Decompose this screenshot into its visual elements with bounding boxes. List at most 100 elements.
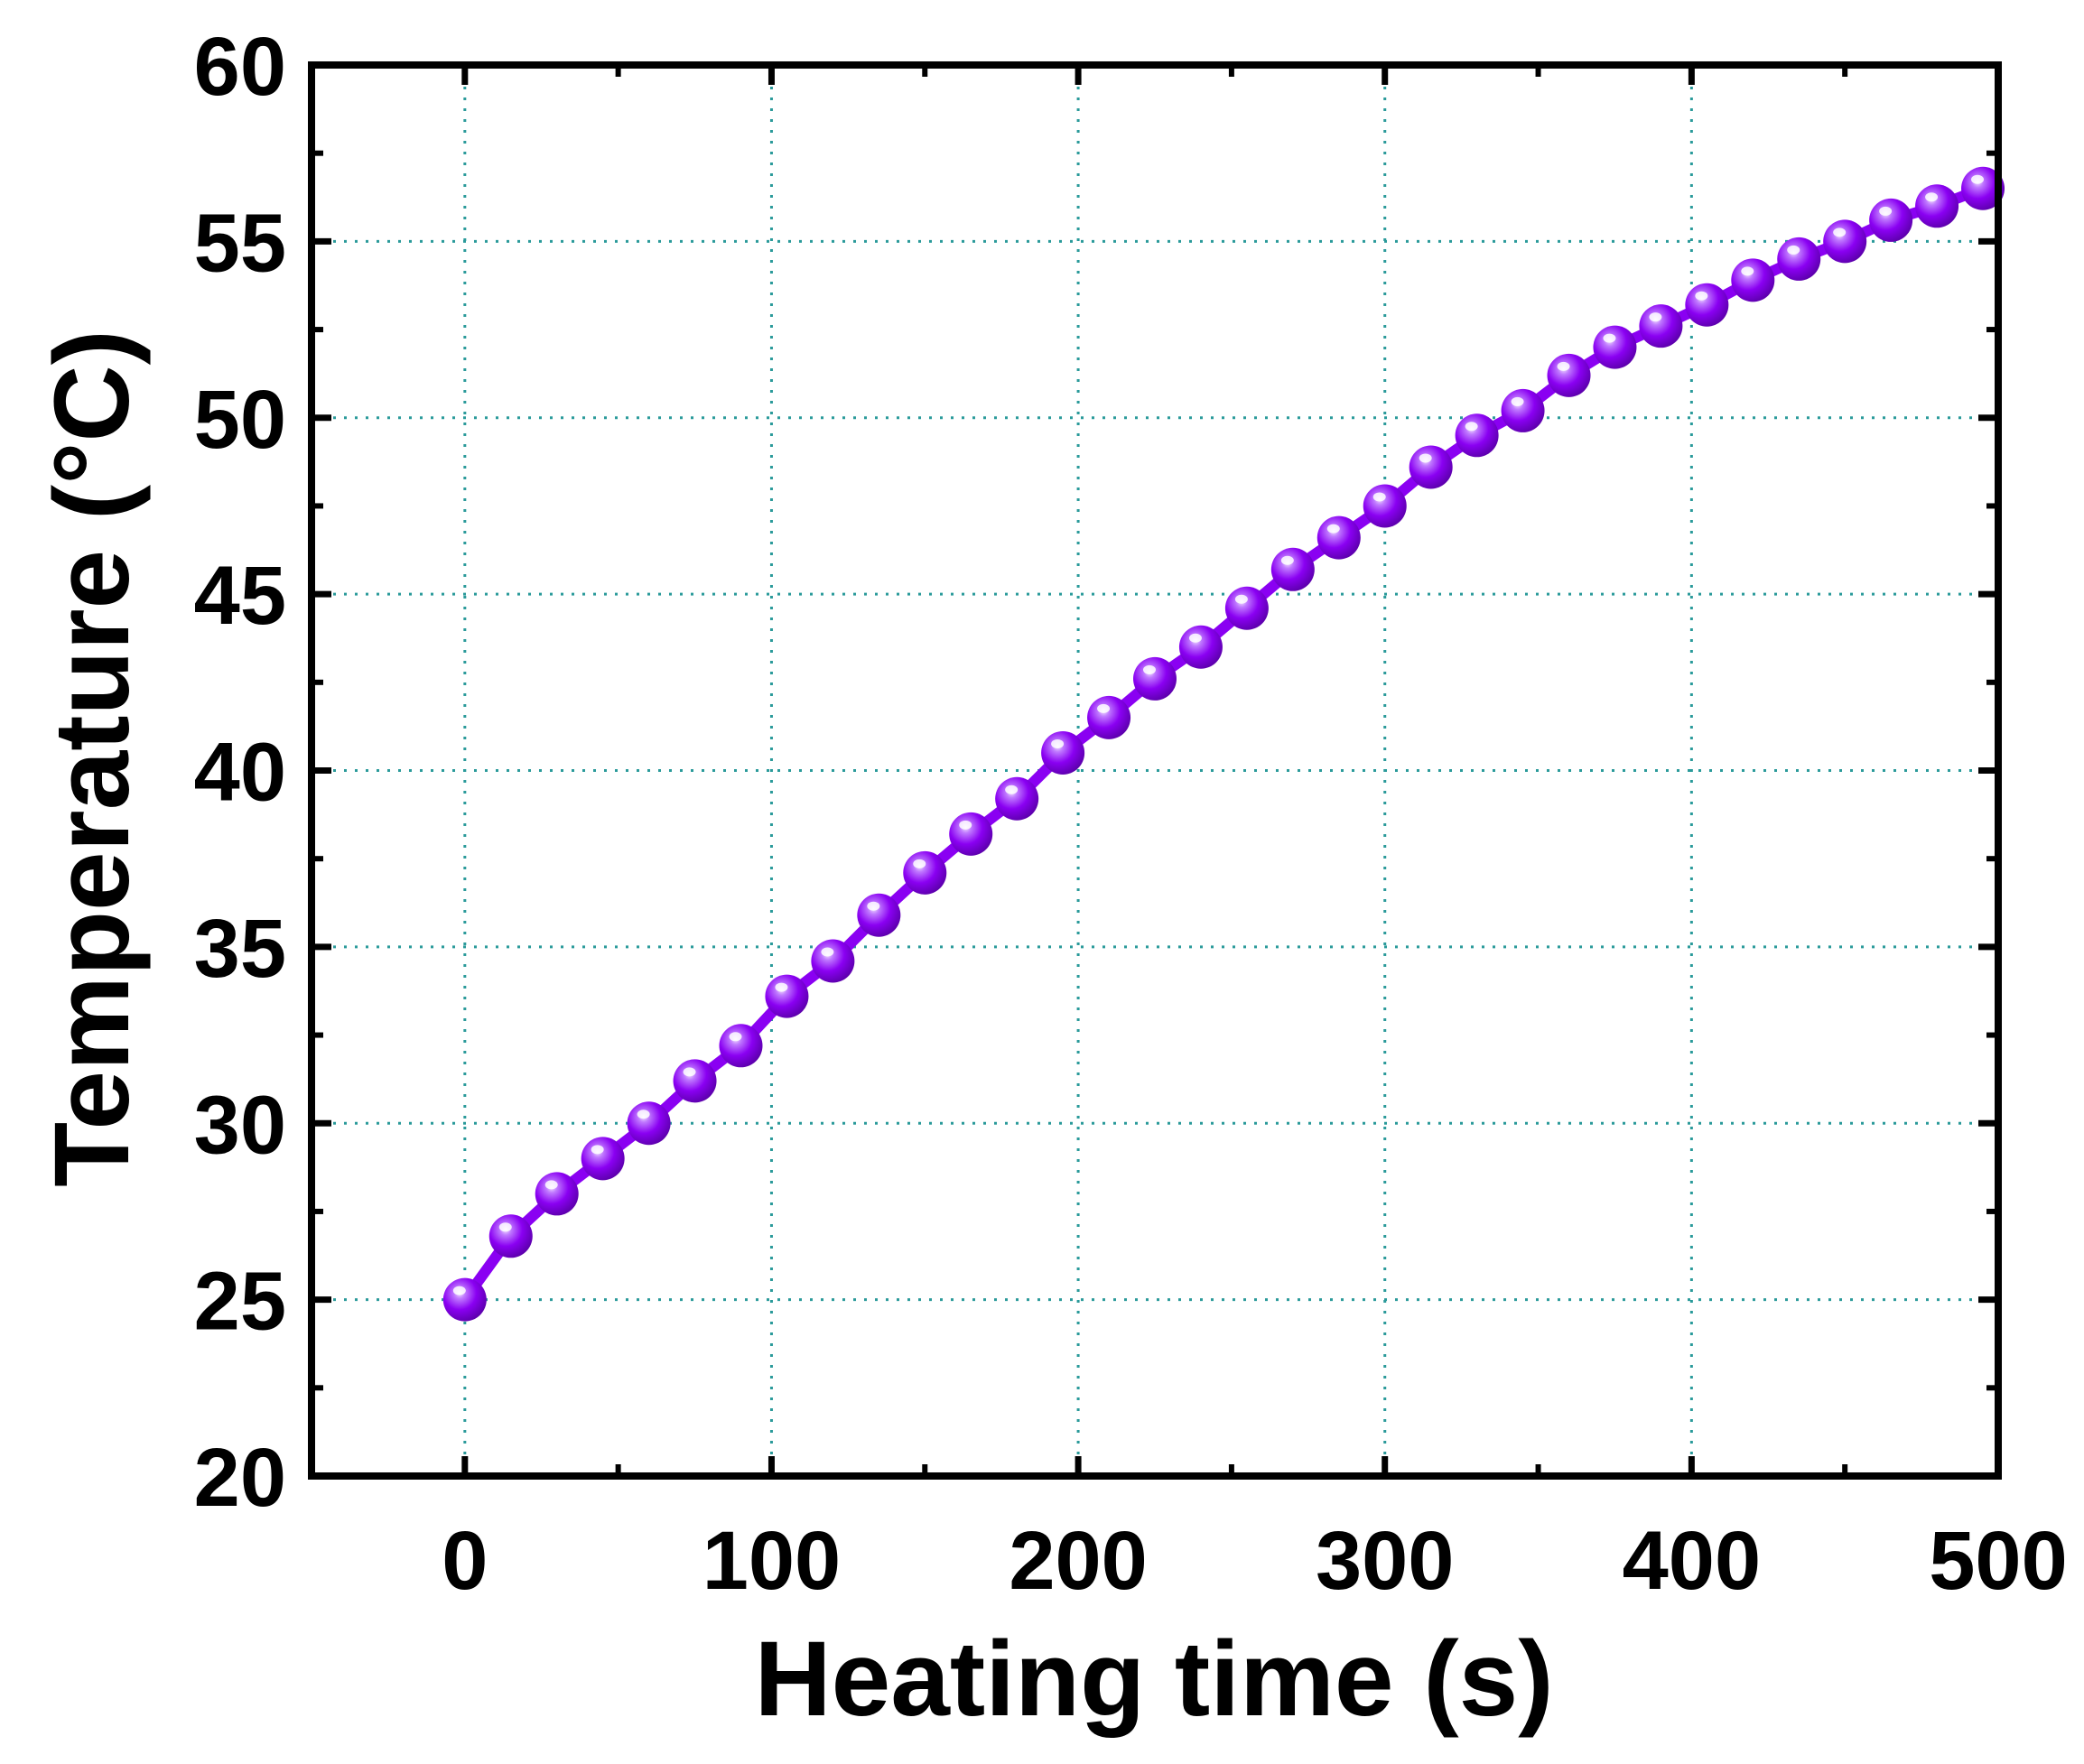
data-point <box>1547 353 1591 397</box>
data-point-highlight <box>1971 174 1985 184</box>
data-point <box>719 1024 763 1068</box>
data-point-sphere <box>1777 237 1821 281</box>
series-polyline <box>459 182 1989 1305</box>
data-point-sphere <box>442 1277 487 1322</box>
data-point-sphere <box>1316 515 1361 560</box>
data-point <box>1961 166 2005 210</box>
data-point-highlight <box>1649 312 1662 322</box>
data-point <box>1270 547 1315 591</box>
data-point-highlight <box>1511 396 1524 406</box>
data-point-sphere <box>1087 695 1131 739</box>
data-point <box>811 939 855 983</box>
grid-lines <box>312 65 1998 1476</box>
data-point <box>1133 656 1177 701</box>
data-point <box>1178 625 1223 669</box>
y-tick-label: 30 <box>194 1079 286 1171</box>
data-point-highlight <box>1097 703 1111 713</box>
data-point-sphere <box>1547 353 1591 397</box>
data-point-highlight <box>1234 594 1248 604</box>
data-point-highlight <box>1741 266 1754 276</box>
data-point-sphere <box>627 1101 671 1146</box>
data-point <box>1915 184 1959 228</box>
data-point-highlight <box>1280 555 1294 565</box>
x-tick-label: 0 <box>442 1515 488 1607</box>
data-point-sphere <box>1041 730 1085 775</box>
data-point-highlight <box>1925 192 1939 202</box>
y-tick-label: 40 <box>194 727 286 819</box>
data-point-sphere <box>1224 586 1269 630</box>
data-point-sphere <box>811 939 855 983</box>
data-point-sphere <box>949 812 993 856</box>
y-tick-label: 35 <box>194 903 286 995</box>
data-point <box>488 1214 533 1258</box>
data-point-highlight <box>1188 633 1202 643</box>
data-point <box>581 1137 625 1181</box>
data-point-highlight <box>452 1286 466 1295</box>
data-point-highlight <box>1557 361 1570 371</box>
x-tick-label: 100 <box>702 1515 842 1607</box>
data-point <box>442 1277 487 1322</box>
data-point-sphere <box>488 1214 533 1258</box>
data-point-sphere <box>1823 219 1867 264</box>
data-point-sphere <box>1455 413 1499 458</box>
data-point-sphere <box>1501 388 1545 432</box>
data-point-highlight <box>1787 245 1800 255</box>
x-axis-title: Heating time (s) <box>754 1620 1553 1739</box>
data-point <box>1409 445 1453 489</box>
data-point-highlight <box>1143 664 1156 674</box>
data-point <box>1823 219 1867 264</box>
data-point <box>1777 237 1821 281</box>
data-point <box>857 893 901 937</box>
data-point-sphere <box>1178 625 1223 669</box>
data-point-highlight <box>1603 333 1616 343</box>
data-point-sphere <box>857 893 901 937</box>
data-point <box>1685 283 1729 327</box>
data-point-sphere <box>1270 547 1315 591</box>
data-point-highlight <box>544 1180 558 1190</box>
data-point <box>1501 388 1545 432</box>
data-point-highlight <box>1879 206 1893 216</box>
data-point-highlight <box>959 820 972 830</box>
data-point-sphere <box>1869 198 1913 242</box>
y-tick-label: 60 <box>194 21 286 113</box>
data-point-highlight <box>637 1109 650 1119</box>
x-tick-label: 200 <box>1009 1515 1148 1607</box>
data-point-highlight <box>729 1032 742 1042</box>
y-tick-label: 55 <box>194 197 286 289</box>
series-markers <box>442 166 2005 1322</box>
data-point-sphere <box>1133 656 1177 701</box>
data-point-sphere <box>765 974 809 1018</box>
data-point <box>1869 198 1913 242</box>
data-point-sphere <box>1915 184 1959 228</box>
data-point <box>627 1101 671 1146</box>
tick-labels: 0 100 200 300 400 500 20 25 30 35 40 45 50 55 60 <box>194 21 2068 1607</box>
data-point-sphere <box>1731 258 1775 302</box>
data-point-highlight <box>821 947 834 957</box>
data-point-sphere <box>1639 304 1683 348</box>
data-point <box>903 850 947 895</box>
data-point-highlight <box>591 1145 604 1155</box>
x-tick-label: 500 <box>1929 1515 2068 1607</box>
y-tick-label: 25 <box>194 1256 286 1348</box>
data-point-highlight <box>775 982 788 992</box>
data-point-highlight <box>1005 785 1019 794</box>
data-point <box>1316 515 1361 560</box>
data-point-sphere <box>1593 325 1637 369</box>
data-point-highlight <box>1695 291 1708 301</box>
data-point <box>995 776 1039 821</box>
data-point-highlight <box>1326 524 1340 534</box>
data-point-highlight <box>1051 738 1065 748</box>
x-tick-label: 400 <box>1623 1515 1762 1607</box>
data-point <box>1363 484 1407 528</box>
data-point-sphere <box>995 776 1039 821</box>
data-point <box>673 1059 717 1103</box>
data-point-sphere <box>581 1137 625 1181</box>
data-point-highlight <box>913 859 926 868</box>
data-point-sphere <box>1685 283 1729 327</box>
data-point-highlight <box>1419 453 1432 463</box>
data-point-highlight <box>498 1222 512 1232</box>
x-tick-label: 300 <box>1316 1515 1455 1607</box>
data-point <box>1087 695 1131 739</box>
data-point-sphere <box>903 850 947 895</box>
series-line <box>459 182 1989 1305</box>
